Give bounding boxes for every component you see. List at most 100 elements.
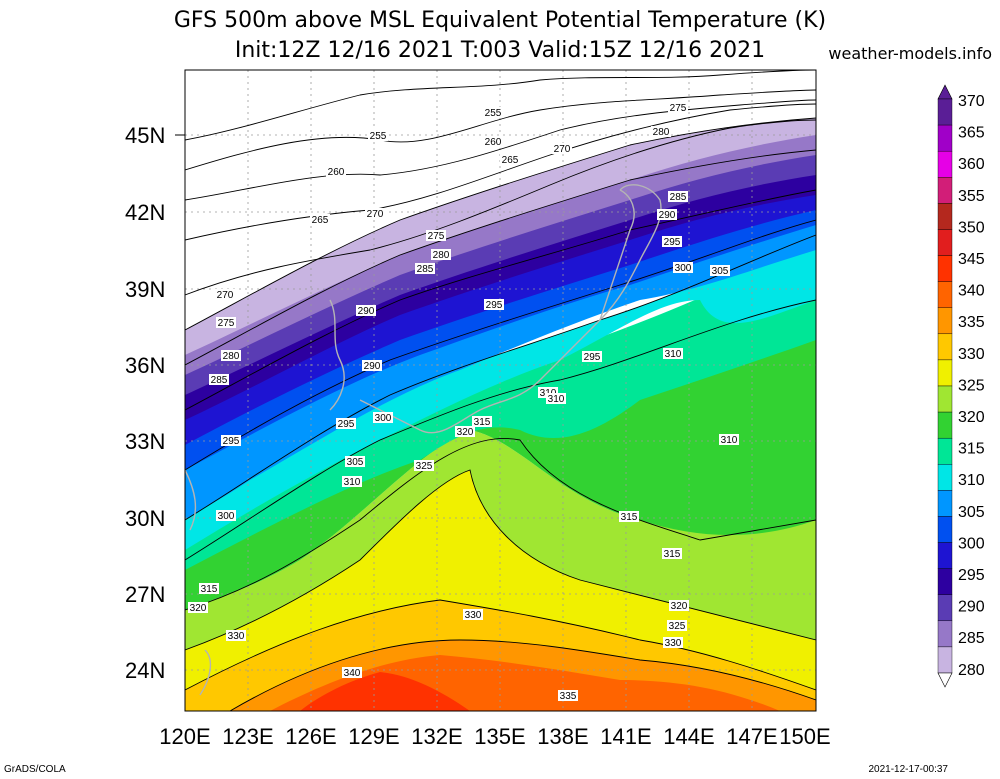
contour-label: 300 — [375, 413, 392, 424]
contour-label-bg — [484, 299, 504, 310]
contour-label: 330 — [465, 610, 482, 621]
colorbar-swatch — [937, 646, 953, 674]
contour-label-bg — [483, 136, 503, 147]
colorbar-label: 310 — [958, 472, 985, 489]
lon-label-126e: 126E — [285, 724, 336, 749]
contour-label-bg — [342, 667, 362, 678]
title-line-1: GFS 500m above MSL Equivalent Potential … — [173, 8, 827, 33]
contour-label-bg — [431, 249, 451, 260]
lat-label-36n: 36N — [125, 353, 165, 378]
contour-label: 300 — [218, 511, 235, 522]
contour-label-bg — [362, 360, 382, 371]
contour-label-bg — [546, 393, 566, 404]
colorbar-swatch — [937, 490, 953, 517]
lat-label-45n: 45N — [125, 123, 165, 148]
contour-label: 315 — [664, 549, 681, 560]
contour-label: 270 — [554, 144, 571, 155]
contour-label: 310 — [721, 435, 738, 446]
contour-label: 270 — [217, 290, 234, 301]
contour-label: 280 — [433, 250, 450, 261]
colorbar-label: 340 — [958, 283, 985, 300]
colorbar-swatch — [937, 229, 953, 256]
colorbar-label: 330 — [958, 346, 985, 363]
lat-label-42n: 42N — [125, 200, 165, 225]
colorbar-swatch — [937, 437, 953, 465]
map-panel — [185, 70, 816, 711]
contour-label-bg — [719, 434, 739, 445]
contour-label-bg — [669, 600, 689, 611]
contour-label: 310 — [665, 349, 682, 360]
contour-label-bg — [310, 214, 330, 225]
footer-timestamp: 2021-12-17-00:37 — [868, 764, 948, 775]
contour-label: 290 — [364, 361, 381, 372]
colorbar-label: 300 — [958, 535, 985, 552]
contour-label-bg — [365, 208, 385, 219]
lat-label-33n: 33N — [125, 429, 165, 454]
contour-label-bg — [619, 511, 639, 522]
contour-label: 290 — [659, 210, 676, 221]
contour-label-bg — [373, 412, 393, 423]
contour-label: 270 — [367, 209, 384, 220]
lat-label-27n: 27N — [125, 582, 165, 607]
contour-label-bg — [463, 609, 483, 620]
contour-label-bg — [582, 351, 602, 362]
colorbar-swatch — [937, 255, 953, 282]
contour-label-bg — [558, 690, 578, 701]
colorbar-swatch — [937, 359, 953, 387]
contour-label: 265 — [312, 215, 329, 226]
colorbar-swatch — [937, 333, 953, 361]
contour-label-bg — [662, 548, 682, 559]
contour-label-bg — [662, 236, 682, 247]
contour-label-bg — [552, 143, 572, 154]
latitude-labels: 45N 42N 39N 36N 33N 30N 27N 24N — [125, 123, 185, 683]
contour-label-bg — [226, 630, 246, 641]
colorbar-swatch — [937, 150, 953, 178]
contour-label-bg — [483, 107, 503, 118]
contour-label: 255 — [370, 131, 387, 142]
contour-label: 280 — [653, 127, 670, 138]
lon-label-138e: 138E — [537, 724, 588, 749]
contour-label: 310 — [344, 477, 361, 488]
colorbar-swatch — [937, 516, 953, 543]
lon-label-129e: 129E — [348, 724, 399, 749]
contour-label: 340 — [344, 668, 361, 679]
contour-label: 260 — [328, 167, 345, 178]
contour-label-bg — [415, 263, 435, 274]
contour-label-bg — [221, 350, 241, 361]
lon-label-147e: 147E — [726, 724, 777, 749]
contour-lines — [185, 70, 816, 711]
colorbar: 370 365 360 355 350 345 340 335 330 325 320 315 310 3… — [937, 84, 985, 688]
lat-label-39n: 39N — [125, 277, 165, 302]
colorbar-swatch — [937, 203, 953, 230]
colorbar-label: 315 — [958, 441, 985, 458]
contour-label: 300 — [675, 263, 692, 274]
contour-label: 275 — [218, 318, 235, 329]
title-line-2: Init:12Z 12/16 2021 T:003 Valid:15Z 12/1… — [234, 38, 766, 63]
colorbar-label: 305 — [958, 504, 985, 521]
colorbar-label: 360 — [958, 156, 985, 173]
lon-label-150e: 150E — [779, 724, 830, 749]
contour-label-bg — [673, 262, 693, 273]
colorbar-label: 325 — [958, 377, 985, 394]
contour-label: 315 — [621, 512, 638, 523]
colorbar-label: 285 — [958, 630, 985, 647]
colorbar-swatch — [937, 177, 953, 204]
contour-label: 320 — [671, 601, 688, 612]
contour-label: 290 — [358, 306, 375, 317]
colorbar-swatch — [937, 281, 953, 308]
contour-label: 265 — [502, 155, 519, 166]
contour-label: 280 — [223, 351, 240, 362]
contour-label: 335 — [560, 691, 577, 702]
contour-label: 285 — [211, 375, 228, 386]
contour-label-bg — [345, 456, 365, 467]
contour-label-bg — [538, 387, 558, 398]
contour-label: 320 — [190, 603, 207, 614]
lon-label-132e: 132E — [411, 724, 462, 749]
contour-label-bg — [455, 426, 475, 437]
contour-label-bg — [500, 154, 520, 165]
contour-label-bg — [188, 602, 208, 613]
contour-label-bg — [209, 374, 229, 385]
contour-label: 315 — [201, 584, 218, 595]
contour-label: 295 — [584, 352, 601, 363]
colorbar-swatch — [937, 594, 953, 622]
